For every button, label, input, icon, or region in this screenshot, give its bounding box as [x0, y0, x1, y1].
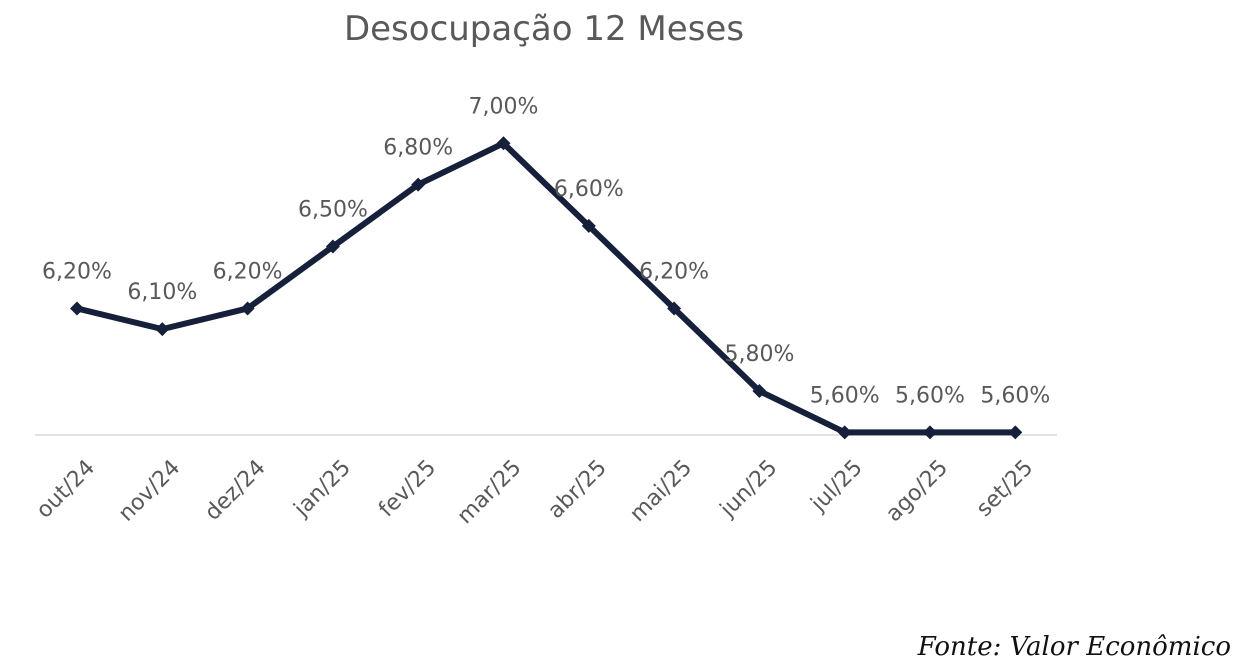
data-point-marker: [411, 177, 426, 192]
data-point-marker: [155, 322, 170, 337]
data-point-marker: [837, 425, 852, 440]
data-label: 5,60%: [895, 383, 965, 408]
data-label: 5,60%: [810, 383, 880, 408]
data-labels: 6,20% 6,10% 6,20% 6,50% 6,80% 7,00% 6,60% 6,20%…: [42, 94, 1050, 408]
x-tick-label: mar/25: [453, 455, 527, 529]
data-point-marker: [581, 218, 596, 233]
data-label: 6,20%: [42, 259, 112, 284]
x-tick-label: set/25: [972, 455, 1038, 521]
data-label: 6,10%: [127, 280, 197, 305]
data-label: 7,00%: [469, 94, 539, 119]
source-note: Fonte: Valor Econômico: [917, 632, 1231, 662]
data-label: 5,80%: [724, 342, 794, 367]
data-point-marker: [325, 239, 340, 254]
data-point-marker: [496, 136, 511, 151]
data-label: 6,20%: [639, 259, 709, 284]
x-tick-label: mai/25: [625, 455, 697, 527]
x-tick-label: dez/24: [200, 455, 270, 525]
data-point-marker: [240, 301, 255, 316]
x-tick-label: abr/25: [543, 455, 612, 524]
x-tick-label: jan/25: [289, 455, 356, 522]
data-label: 6,50%: [298, 198, 368, 223]
series-line: [74, 140, 1019, 436]
x-tick-label: nov/24: [114, 455, 185, 526]
data-point-marker: [752, 384, 767, 399]
data-label: 6,20%: [213, 259, 283, 284]
x-tick-label: jul/25: [806, 455, 868, 517]
x-tick-label: fev/25: [374, 455, 441, 522]
data-point-marker: [70, 301, 84, 316]
x-tick-label: jun/25: [715, 455, 782, 522]
x-axis-tick-labels: out/24 nov/24 dez/24 jan/25 fev/25 mar/25 abr/…: [32, 455, 1038, 529]
data-point-marker: [923, 425, 937, 440]
x-tick-label: ago/25: [881, 455, 953, 527]
data-label: 6,60%: [554, 177, 624, 202]
data-label: 5,60%: [980, 383, 1050, 408]
data-point-marker: [667, 301, 682, 316]
data-point-marker: [1008, 425, 1023, 440]
chart-title: Desocupação 12 Meses: [344, 9, 744, 49]
x-tick-label: out/24: [32, 455, 100, 523]
series-markers: [70, 136, 1023, 440]
data-label: 6,80%: [383, 136, 453, 161]
